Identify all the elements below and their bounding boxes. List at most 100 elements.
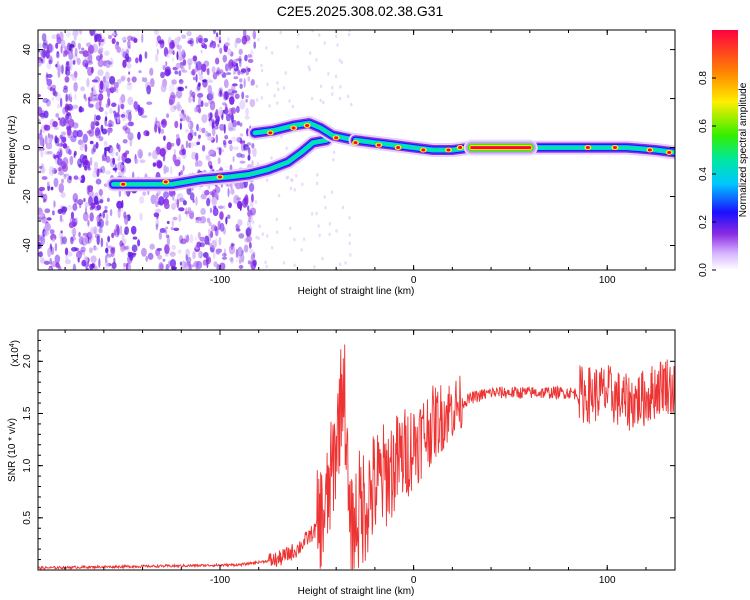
noise-dot xyxy=(251,160,254,167)
noise-dot xyxy=(204,235,210,245)
noise-dot xyxy=(107,88,111,98)
noise-dot xyxy=(195,61,203,71)
noise-dot xyxy=(199,242,205,248)
noise-dot xyxy=(146,85,152,95)
noise-dot xyxy=(212,207,219,217)
noise-dot xyxy=(252,30,257,40)
noise-dot xyxy=(130,252,136,258)
noise-dot xyxy=(219,211,224,220)
noise-dot xyxy=(160,128,165,135)
faint-dot xyxy=(254,200,257,204)
faint-dot xyxy=(321,256,324,261)
noise-dot xyxy=(215,248,221,255)
noise-dot xyxy=(224,135,229,140)
faint-dot xyxy=(307,65,310,69)
noise-dot xyxy=(100,237,104,248)
noise-dot xyxy=(57,167,62,172)
noise-dot xyxy=(195,196,198,206)
noise-dot xyxy=(101,128,108,135)
noise-dot xyxy=(64,45,68,50)
noise-dot xyxy=(73,82,78,92)
noise-dot xyxy=(228,140,233,145)
noise-dot xyxy=(81,259,87,267)
noise-dot xyxy=(103,36,106,45)
noise-dot xyxy=(69,217,74,226)
noise-dot xyxy=(39,210,44,218)
noise-dot xyxy=(68,50,74,61)
noise-dot xyxy=(80,143,84,151)
figure-title: C2E5.2025.308.02.38.G31 xyxy=(277,3,444,19)
noise-dot xyxy=(65,112,70,120)
y-tick-label: -20 xyxy=(22,189,33,204)
noise-dot xyxy=(46,217,52,221)
noise-dot xyxy=(227,187,230,198)
noise-dot xyxy=(121,199,124,209)
noise-dot xyxy=(245,107,249,117)
noise-dot xyxy=(59,134,63,140)
noise-dot xyxy=(217,43,220,48)
noise-dot xyxy=(156,215,159,220)
noise-dot xyxy=(66,42,72,51)
noise-dot xyxy=(65,69,71,76)
noise-dot xyxy=(224,42,230,47)
noise-dot xyxy=(225,113,232,122)
noise-dot xyxy=(57,65,62,73)
noise-dot xyxy=(111,102,117,108)
noise-dot xyxy=(221,256,228,260)
noise-dot xyxy=(87,53,93,64)
faint-dot xyxy=(275,230,279,234)
noise-dot xyxy=(206,217,211,223)
noise-dot xyxy=(244,35,251,42)
noise-dot xyxy=(38,186,46,192)
noise-dot xyxy=(188,121,191,129)
noise-dot xyxy=(116,225,120,236)
noise-dot xyxy=(84,97,88,102)
noise-dot xyxy=(159,227,166,234)
noise-dot xyxy=(64,247,69,256)
noise-dot xyxy=(109,57,114,68)
noise-dot xyxy=(62,157,69,167)
faint-dot xyxy=(289,226,292,231)
noise-dot xyxy=(148,152,152,157)
noise-dot xyxy=(87,163,91,171)
noise-dot xyxy=(231,243,235,247)
noise-dot xyxy=(61,210,67,215)
noise-dot xyxy=(106,197,110,203)
noise-dot xyxy=(234,40,238,49)
noise-dot xyxy=(141,115,148,119)
noise-dot xyxy=(87,219,90,226)
noise-dot xyxy=(52,88,56,96)
noise-dot xyxy=(104,117,108,127)
noise-dot xyxy=(172,50,175,56)
noise-dot xyxy=(152,162,157,167)
noise-dot xyxy=(60,191,66,198)
noise-dot xyxy=(48,165,55,176)
faint-dot xyxy=(293,187,296,192)
faint-dot xyxy=(264,260,267,264)
colorbar-tick-label: 0.0 xyxy=(698,263,709,277)
noise-dot xyxy=(63,173,70,177)
noise-dot xyxy=(100,165,106,174)
faint-dot xyxy=(285,176,288,180)
noise-dot xyxy=(104,50,110,56)
hot-spot xyxy=(163,180,168,184)
faint-dot xyxy=(331,92,334,96)
noise-dot xyxy=(244,54,248,62)
noise-dot xyxy=(43,230,50,236)
noise-dot xyxy=(75,217,78,223)
noise-dot xyxy=(63,174,67,180)
noise-dot xyxy=(61,236,67,245)
noise-dot xyxy=(138,196,145,204)
noise-dot xyxy=(197,231,201,239)
noise-dot xyxy=(211,66,216,74)
noise-dot xyxy=(209,242,212,248)
noise-dot xyxy=(225,216,228,225)
noise-dot xyxy=(251,193,254,203)
y-tick-label: 40 xyxy=(22,44,33,56)
noise-dot xyxy=(46,43,49,54)
noise-dot xyxy=(80,86,85,92)
faint-dot xyxy=(266,82,269,87)
noise-dot xyxy=(186,234,190,243)
noise-dot xyxy=(95,178,102,185)
noise-dot xyxy=(248,147,251,156)
